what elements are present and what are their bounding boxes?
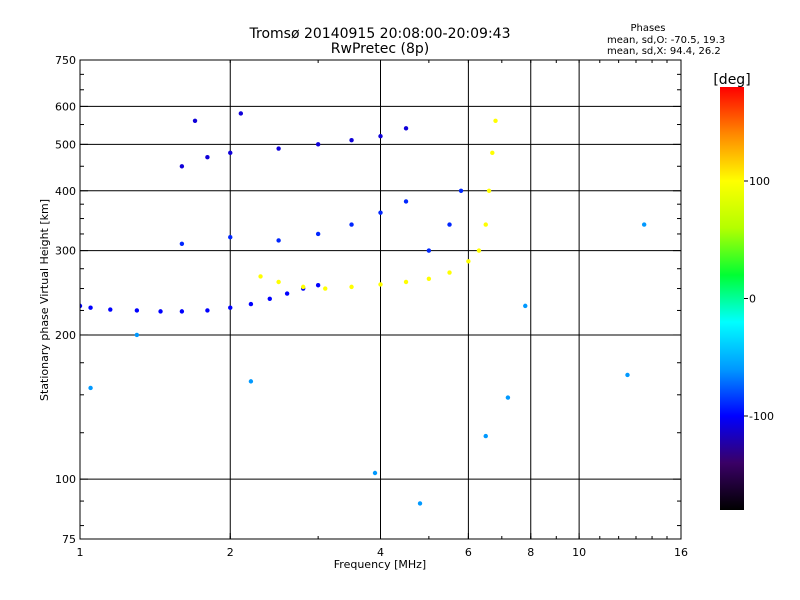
data-point — [315, 142, 321, 147]
chart-title: Tromsø 20140915 20:08:00-20:09:43 — [249, 26, 511, 42]
data-point — [228, 234, 233, 240]
x-tick-label: 6 — [465, 546, 472, 559]
colorbar-unit: [deg] — [713, 72, 750, 88]
data-point — [248, 379, 254, 384]
y-tick-label: 100 — [55, 473, 76, 486]
data-point — [88, 385, 93, 391]
y-tick-label: 300 — [55, 245, 76, 258]
data-point — [641, 222, 647, 227]
stats-x-line: mean, sd,X: 94.4, 26.2 — [607, 46, 721, 57]
data-point — [476, 248, 482, 253]
colorbar-tick-label: -100 — [749, 410, 774, 423]
data-point — [276, 279, 281, 285]
stats-heading: Phases — [630, 23, 665, 34]
y-axis-label: Stationary phase Virtual Height [km] — [38, 199, 51, 401]
data-point — [80, 303, 83, 309]
data-point — [403, 126, 409, 131]
chart-subtitle: RwPretec (8p) — [331, 41, 429, 57]
y-axis: 75 100 200 300 400 500 600 750 — [55, 54, 681, 546]
data-point — [349, 138, 354, 143]
data-point — [523, 303, 528, 309]
data-point — [458, 188, 464, 193]
data-point — [276, 146, 281, 151]
data-point — [466, 259, 471, 264]
data-point — [505, 395, 511, 400]
data-point — [315, 231, 321, 237]
colorbar-tick-label: 100 — [749, 175, 770, 188]
data-point — [378, 282, 383, 287]
stats-o-line: mean, sd,O: -70.5, 19.3 — [607, 35, 725, 46]
data-point — [486, 188, 492, 193]
x-tick-label: 4 — [377, 546, 384, 559]
data-point — [158, 309, 163, 314]
grid-lines — [80, 60, 681, 539]
data-point — [426, 248, 432, 253]
data-point — [447, 222, 452, 227]
y-tick-label: 500 — [55, 138, 76, 151]
data-point — [276, 238, 281, 243]
data-points — [80, 111, 647, 506]
colorbar-tick-label: 0 — [749, 293, 756, 306]
data-point — [179, 164, 185, 169]
data-point — [88, 305, 93, 310]
data-point — [378, 133, 383, 139]
data-point — [447, 270, 452, 275]
data-point — [134, 308, 140, 313]
data-point — [179, 241, 185, 246]
data-point — [372, 470, 378, 476]
x-tick-label: 2 — [227, 546, 234, 559]
data-point — [625, 372, 630, 378]
data-point — [378, 210, 383, 215]
data-point — [228, 305, 233, 310]
data-point — [134, 332, 140, 338]
colorbar — [720, 87, 744, 510]
x-tick-label: 8 — [527, 546, 534, 559]
data-point — [205, 308, 210, 313]
data-point — [490, 150, 495, 156]
data-point — [284, 291, 290, 296]
data-point — [228, 150, 233, 156]
x-tick-label: 10 — [572, 546, 586, 559]
data-point — [238, 111, 244, 116]
data-point — [349, 284, 354, 290]
colorbar-ticks: 100 0 -100 — [744, 175, 774, 423]
x-axis: 1 2 4 6 8 10 16 — [77, 60, 688, 559]
data-point — [323, 286, 328, 291]
data-point — [493, 118, 498, 123]
x-axis-label: Frequency [MHz] — [334, 558, 426, 571]
x-tick-label: 1 — [77, 546, 84, 559]
y-tick-label: 400 — [55, 185, 76, 198]
data-point — [179, 309, 185, 314]
y-tick-label: 600 — [55, 100, 76, 113]
data-point — [192, 118, 198, 123]
y-tick-label: 75 — [62, 533, 76, 546]
y-tick-label: 200 — [55, 329, 76, 342]
data-point — [248, 301, 254, 307]
data-point — [300, 284, 306, 290]
data-point — [258, 274, 263, 279]
y-tick-label: 750 — [55, 54, 76, 67]
x-tick-label: 16 — [674, 546, 688, 559]
data-point — [403, 199, 409, 204]
data-point — [403, 279, 409, 285]
data-point — [108, 307, 113, 312]
data-point — [205, 155, 210, 160]
data-point — [349, 222, 354, 227]
data-point — [417, 501, 423, 506]
data-point — [267, 296, 272, 301]
data-point — [483, 433, 488, 439]
data-point — [483, 222, 488, 227]
data-point — [315, 283, 321, 288]
data-point — [426, 276, 432, 281]
